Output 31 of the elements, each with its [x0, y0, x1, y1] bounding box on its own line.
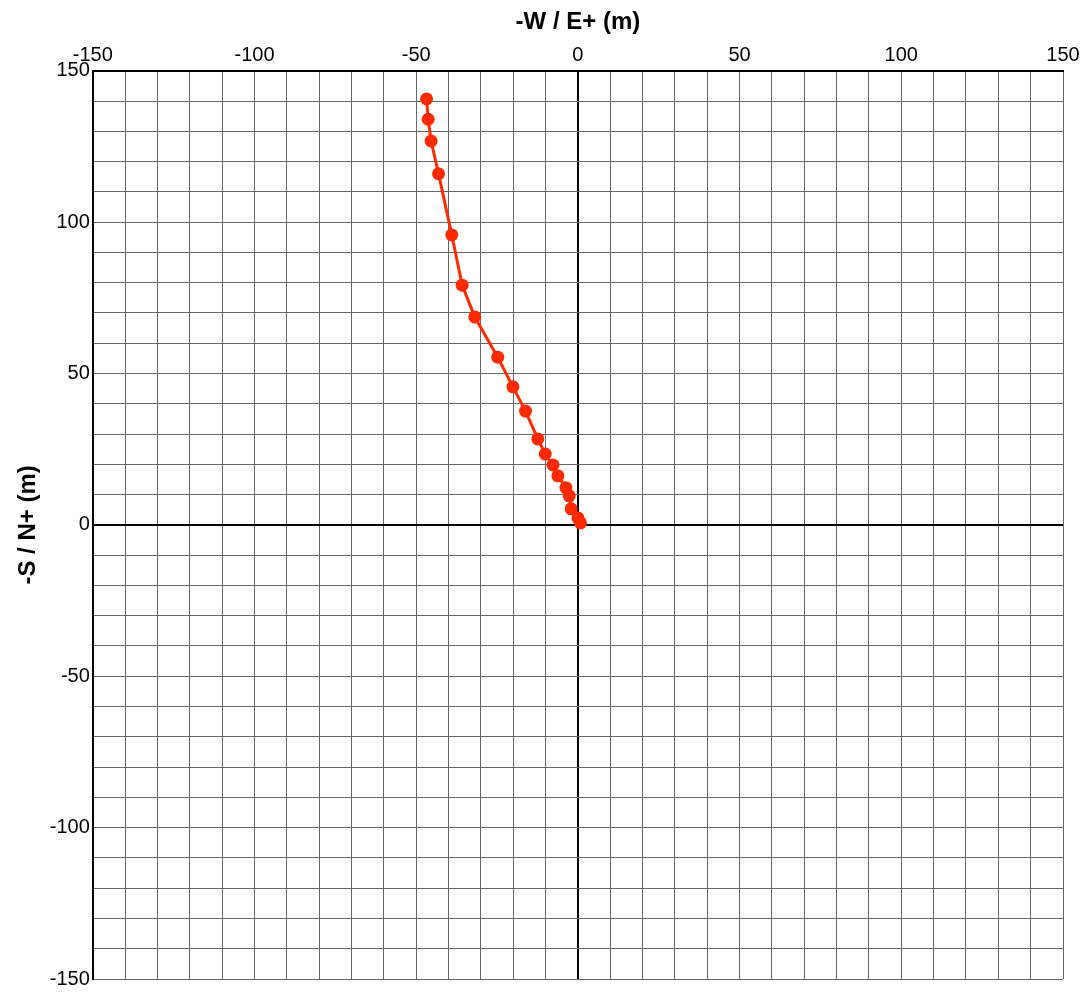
x-tick-label: 150 — [1046, 43, 1080, 66]
point — [432, 167, 446, 181]
point — [424, 134, 438, 148]
y-tick-label: -50 — [60, 663, 90, 686]
point — [421, 112, 435, 126]
point — [455, 278, 469, 292]
point — [551, 469, 565, 483]
y-tick-label: 50 — [67, 361, 90, 384]
x-tick-label: 50 — [728, 43, 751, 66]
y-tick-label: 100 — [56, 209, 90, 232]
y-axis-title: -S / N+ (m) — [13, 465, 41, 585]
point — [506, 380, 520, 394]
y-tick-label: -100 — [49, 815, 90, 838]
point — [562, 489, 576, 503]
x-tick-label: -100 — [234, 43, 275, 66]
point — [420, 92, 434, 106]
point — [519, 404, 533, 418]
x-tick-label: 100 — [884, 43, 918, 66]
point — [546, 458, 560, 472]
point — [538, 447, 552, 461]
y-tick-label: -150 — [49, 966, 90, 989]
point — [564, 502, 578, 516]
point — [445, 228, 459, 242]
x-axis-title: -W / E+ (m) — [515, 7, 641, 35]
point — [574, 516, 587, 530]
x-tick-label: 0 — [572, 43, 584, 66]
y-tick-label: 0 — [78, 512, 90, 535]
point — [468, 310, 482, 324]
point — [491, 350, 505, 364]
point — [531, 432, 545, 446]
x-tick-label: -50 — [401, 43, 431, 66]
